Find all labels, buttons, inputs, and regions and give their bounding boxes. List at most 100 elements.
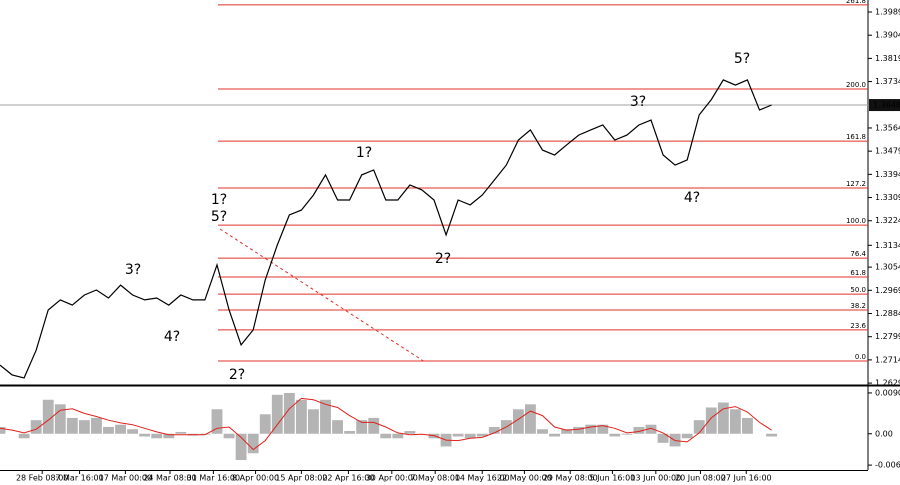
oscillator-bar [283,392,295,434]
oscillator-bar [211,409,223,434]
oscillator-bar [693,420,705,434]
x-tick-label: 22 May 00:00 [497,474,552,483]
fib-label: 100.0 [846,217,866,225]
oscillator-bar [139,433,151,437]
oscillator-bar [0,426,6,434]
oscillator-bar [247,433,259,454]
wave-label: 4? [684,190,700,206]
y-tick-label: -0.00692 [875,461,900,470]
x-tick-label: 13 Jun 00:00 [630,474,681,483]
wave-label: 2? [229,367,245,383]
oscillator-bar [609,433,621,437]
oscillator-bar [525,404,536,434]
oscillator-bar [597,424,609,434]
fib-label: 38.2 [850,302,866,310]
wave-label: 2? [435,251,451,267]
x-tick-label: 24 Mar 08:00 [143,474,196,483]
y-tick-label: 1.3989 [875,8,900,17]
x-tick-label: 27 Jun 16:00 [721,474,772,483]
y-tick-label: 1.3564 [875,123,900,132]
y-tick-label: 1.2969 [875,286,900,295]
oscillator-bar [18,433,30,439]
oscillator-bar [573,426,585,434]
oscillator-bar [705,407,717,434]
oscillator-bar [91,417,102,434]
y-tick-label: 0.00901 [875,388,900,397]
oscillator-bar [392,433,404,439]
oscillator-bar [308,409,319,434]
oscillator-bar [404,431,416,434]
trend-line [219,228,426,363]
fib-label: 61.8 [850,269,866,277]
x-tick-label: 8 Apr 00:00 [232,474,279,483]
oscillator-bar [103,426,114,434]
fib-label: 50.0 [850,286,866,294]
wave-label: 3? [630,94,646,110]
oscillator-bar [54,404,66,434]
oscillator-bar [681,433,693,439]
x-tick-label: 31 Mar 16:00 [187,474,240,483]
oscillator-bar [585,424,597,434]
y-tick-label: 1.2799 [875,332,900,341]
oscillator-bar [549,433,560,437]
oscillator-bar [645,424,657,434]
oscillator-bar [30,420,42,434]
wave-label: 5? [734,51,750,67]
oscillator-bar [368,417,380,434]
y-tick-label: 1.3224 [875,216,900,225]
oscillator-bar [488,426,500,434]
y-tick-label: 1.2629 [875,379,900,388]
fib-label: 261.8 [846,0,866,5]
oscillator-bar [766,433,777,437]
oscillator-bar [512,409,524,434]
oscillator-bar [537,429,548,434]
y-tick-label: 1.3054 [875,263,900,272]
x-tick-label: 7 May 08:00 [410,474,460,483]
y-tick-label: 1.3904 [875,31,900,40]
oscillator-bar [271,394,283,434]
oscillator-bar [78,420,90,434]
fib-label: 161.8 [846,133,866,141]
oscillator-bar [356,420,368,434]
x-tick-label: 15 Apr 08:00 [275,474,327,483]
x-tick-label: 22 Apr 16:00 [322,474,374,483]
wave-label: 4? [164,329,180,345]
oscillator-bar [235,433,247,461]
fib-label: 0.0 [855,353,866,361]
wave-label: 1? [356,145,372,161]
oscillator-bar [259,414,271,434]
last-price-box [869,99,900,112]
oscillator-bar [151,433,163,439]
x-tick-label: 29 May 08:00 [543,474,598,483]
signal-line [0,397,772,451]
oscillator-bar [380,433,392,439]
oscillator-bar [175,431,187,434]
oscillator-bar [295,399,307,434]
y-tick-label: 0.00 [875,429,893,438]
oscillator-bar [42,399,54,434]
oscillator-bar [127,429,139,434]
y-tick-label: 1.3734 [875,77,900,86]
oscillator-bar [452,433,464,437]
oscillator-bar [621,433,633,435]
y-tick-label: 1.2714 [875,355,900,364]
fib-label: 127.2 [846,180,866,188]
oscillator-bar [464,433,476,439]
y-tick-label: 1.3479 [875,147,900,156]
oscillator-bar [163,433,175,439]
x-tick-label: 7 Mar 16:00 [55,474,103,483]
oscillator-bar [729,409,741,434]
price-line [0,79,772,379]
x-tick-label: 5 Jun 16:00 [590,474,636,483]
x-tick-label: 20 Jun 08:00 [675,474,726,483]
x-tick-label: 30 Apr 00:00 [366,474,418,483]
oscillator-bar [657,433,669,443]
x-tick-label: 17 Mar 00:00 [99,474,152,483]
wave-label: 5? [211,209,227,225]
wave-label: 1? [211,192,227,208]
oscillator-bar [66,417,78,434]
x-tick-label: 28 Feb 08:00 [16,474,68,483]
wave-label: 3? [125,262,141,278]
y-tick-label: 1.2884 [875,309,900,318]
oscillator-bar [633,426,645,434]
